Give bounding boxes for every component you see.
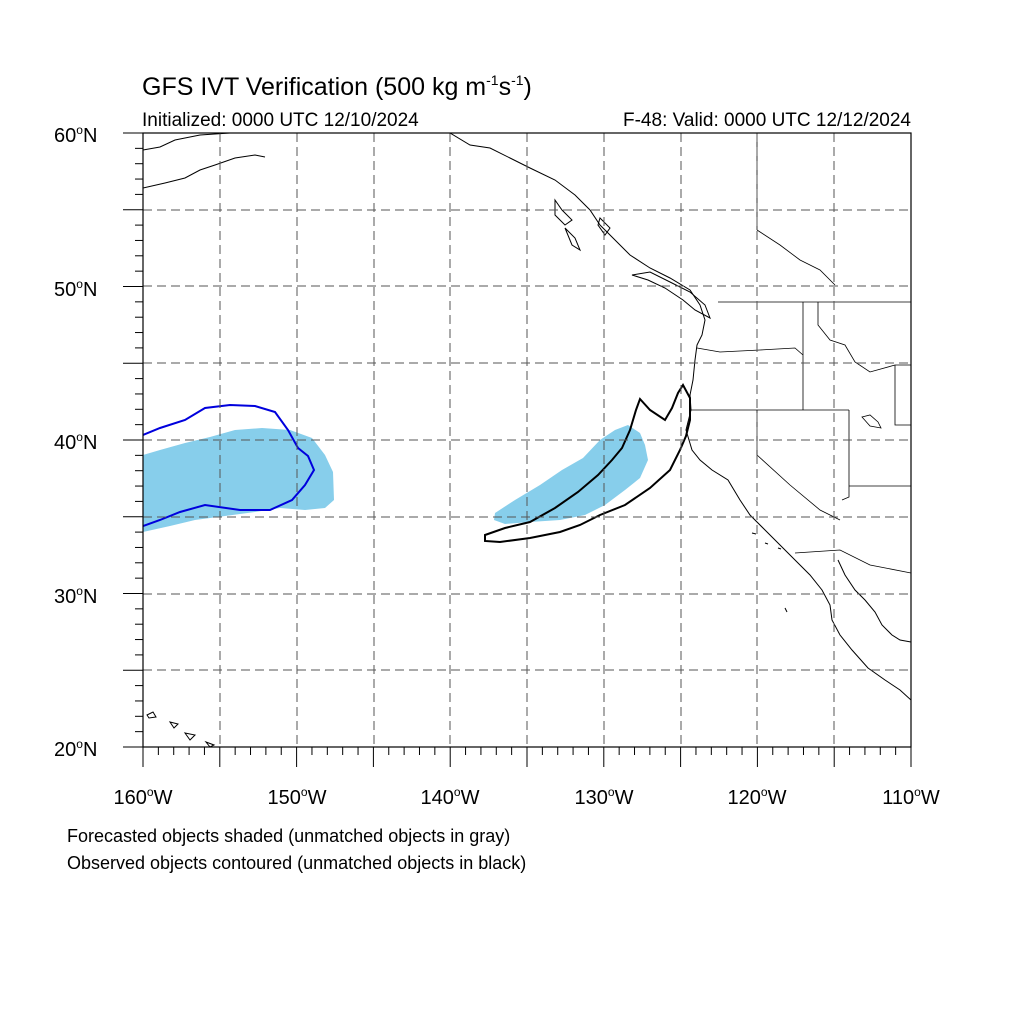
initialized-time: Initialized: 0000 UTC 12/10/2024 (142, 110, 419, 131)
boundaries (691, 133, 911, 574)
islands-alaska-panhandle (554, 198, 611, 252)
islands-channel (751, 532, 788, 613)
lat-label-50n: 50oN (54, 277, 98, 301)
valid-time: F-48: Valid: 0000 UTC 12/12/2024 (623, 110, 911, 131)
lat-label-60n: 60oN (54, 123, 98, 147)
boundary-id-mt (817, 302, 896, 373)
lake-outline (861, 414, 882, 429)
forecast-object-east (494, 425, 648, 524)
coastlines (143, 133, 911, 747)
boundary-wa-or (696, 347, 804, 356)
coastline-northwest (143, 133, 266, 189)
forecast-object-west (143, 428, 334, 532)
boundary-id-wy (894, 364, 911, 426)
grid-lines (143, 133, 911, 747)
boundary-us-mexico (794, 549, 911, 574)
note-forecast: Forecasted objects shaded (unmatched obj… (67, 826, 511, 846)
lon-label-160w: 160oW (113, 785, 173, 809)
lon-label-130w: 130oW (574, 785, 634, 809)
tick-marks (123, 132, 912, 767)
lon-label-150w: 150oW (267, 785, 327, 809)
lat-label-40n: 40oN (54, 430, 98, 454)
lat-label-20n: 20oN (54, 737, 98, 761)
lon-label-110w: 110oW (882, 785, 940, 809)
observed-object-west (143, 403, 316, 527)
forecast-objects (143, 425, 648, 532)
boundary-nv-az (841, 410, 850, 501)
islands-hawaii (146, 711, 216, 747)
island-vancouver (631, 271, 711, 320)
lon-label-140w: 140oW (420, 785, 480, 809)
boundary-ca-nv (756, 410, 841, 521)
note-observed: Observed objects contoured (unmatched ob… (67, 853, 527, 873)
boundary-alaska-bc (756, 133, 836, 286)
lat-label-30n: 30oN (54, 584, 98, 608)
map-title: GFS IVT Verification (500 kg m-1s-1) (142, 72, 532, 101)
coastline-baja-east (837, 559, 911, 643)
coastline-north-america (449, 133, 911, 701)
lon-label-120w: 120oW (727, 785, 787, 809)
